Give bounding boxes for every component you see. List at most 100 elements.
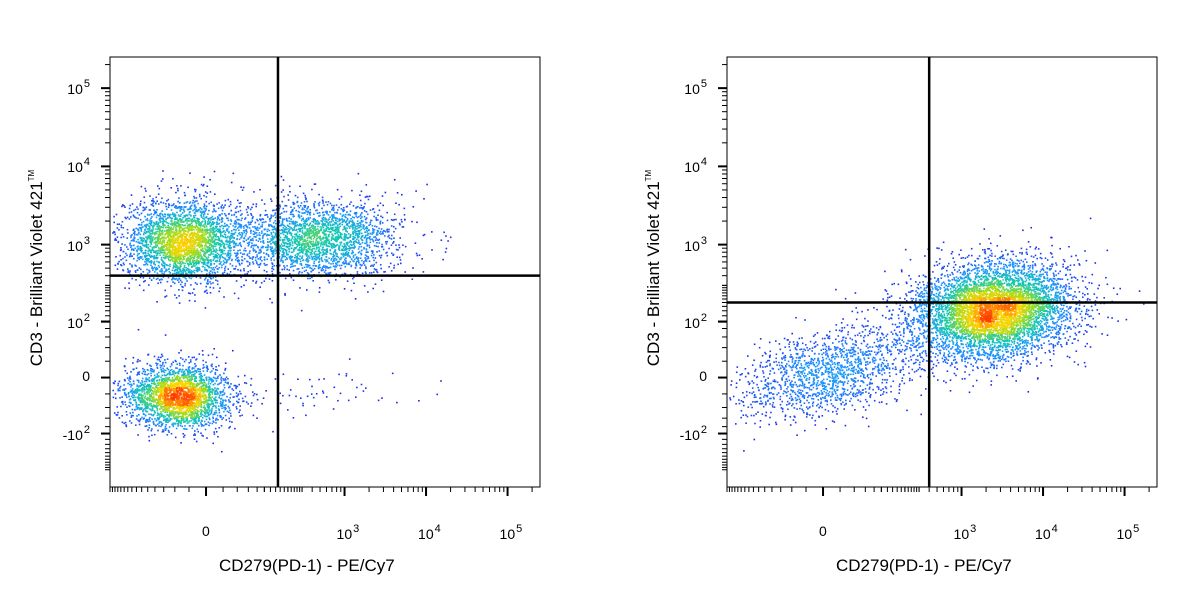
event-dot: [228, 385, 231, 388]
event-dot: [400, 262, 402, 265]
event-dot: [318, 261, 320, 263]
event-dot: [147, 236, 149, 239]
event-dot: [193, 201, 196, 204]
event-dot: [122, 389, 124, 391]
event-dot: [389, 262, 392, 265]
event-dot: [240, 227, 242, 229]
event-dot: [284, 292, 286, 295]
event-dot: [348, 213, 350, 216]
event-dot: [215, 260, 217, 262]
event-dot: [148, 225, 150, 227]
event-dot: [215, 233, 218, 235]
event-dot: [183, 206, 185, 208]
event-dot: [320, 269, 323, 271]
event-dot: [294, 220, 297, 223]
event-dot: [145, 421, 147, 423]
event-dot: [196, 428, 199, 431]
event-dot: [180, 206, 182, 208]
event-dot: [145, 410, 148, 413]
event-dot: [291, 263, 294, 265]
event-dot: [256, 254, 258, 256]
event-dot: [325, 225, 328, 227]
event-dot: [309, 222, 312, 224]
event-dot: [132, 394, 134, 396]
event-dot: [301, 227, 303, 230]
event-dot: [145, 377, 147, 379]
event-dot: [127, 270, 130, 272]
event-dot: [240, 186, 242, 188]
event-dot: [326, 260, 329, 263]
event-dot: [141, 377, 144, 380]
event-dot: [187, 263, 190, 265]
event-dot: [164, 359, 166, 361]
event-dot: [345, 261, 347, 263]
event-dot: [157, 412, 159, 414]
event-dot: [360, 252, 362, 255]
event-dot: [184, 215, 187, 218]
event-dot: [199, 207, 202, 210]
event-dot: [280, 259, 283, 261]
event-dot: [136, 259, 138, 262]
event-dot: [146, 272, 149, 275]
event-dot: [143, 238, 145, 240]
event-dot: [271, 253, 274, 255]
event-dot: [179, 420, 181, 423]
event-dot: [291, 210, 294, 212]
event-dot: [352, 205, 355, 207]
event-dot: [369, 241, 372, 244]
event-dot: [229, 200, 232, 203]
event-dot: [233, 213, 236, 216]
event-dot: [167, 372, 169, 375]
event-dot: [338, 220, 341, 222]
event-dot: [174, 294, 176, 296]
event-dot: [145, 236, 147, 238]
event-dot: [284, 234, 287, 237]
event-dot: [346, 217, 349, 220]
event-dot: [341, 254, 344, 256]
event-dot: [292, 261, 294, 264]
event-dot: [180, 213, 182, 216]
event-dot: [173, 206, 176, 209]
event-dot: [120, 236, 122, 239]
event-dot: [114, 237, 117, 240]
event-dot: [151, 204, 154, 206]
event-dot: [307, 218, 310, 221]
event-dot: [294, 256, 296, 259]
event-dot: [280, 212, 283, 214]
event-dot: [210, 259, 212, 261]
event-dot: [207, 368, 209, 370]
event-dot: [166, 217, 169, 219]
event-dot: [342, 255, 345, 258]
event-dot: [331, 217, 334, 219]
event-dot: [215, 393, 217, 395]
event-dot: [203, 261, 206, 264]
event-dot: [331, 238, 333, 240]
event-dot: [340, 256, 343, 259]
event-dot: [287, 239, 290, 242]
event-dot: [207, 258, 209, 260]
event-dot: [183, 419, 185, 422]
event-dot: [225, 229, 228, 231]
event-dot: [361, 207, 364, 209]
event-dot: [242, 229, 245, 232]
event-dot: [184, 276, 186, 279]
event-dot: [144, 406, 147, 408]
event-dot: [220, 397, 223, 400]
event-dot: [217, 392, 219, 394]
event-dot: [301, 255, 304, 257]
event-dot: [138, 241, 140, 243]
event-dot: [157, 228, 159, 230]
event-dot: [118, 380, 121, 383]
event-dot: [354, 241, 357, 243]
event-dot: [187, 267, 189, 270]
event-dot: [359, 267, 361, 269]
event-dot: [294, 194, 297, 197]
event-dot: [279, 272, 281, 274]
event-dot: [356, 260, 358, 263]
event-dot: [382, 290, 385, 293]
event-dot: [236, 257, 238, 259]
event-dot: [299, 223, 301, 225]
event-dot: [139, 242, 142, 244]
event-dot: [136, 385, 138, 387]
event-dot: [246, 253, 249, 256]
